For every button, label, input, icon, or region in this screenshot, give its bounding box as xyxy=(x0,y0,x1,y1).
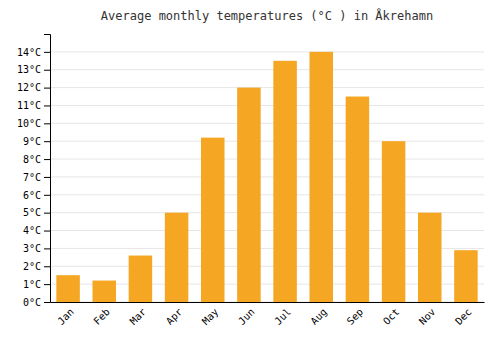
bar xyxy=(201,138,225,302)
y-tick: 2°C xyxy=(23,261,50,272)
y-tick: 11°C xyxy=(17,100,50,111)
y-axis-line xyxy=(44,35,51,303)
x-tick: Mar xyxy=(128,306,149,327)
bar xyxy=(165,213,189,302)
y-tick-mark xyxy=(44,231,50,232)
y-tick: 1°C xyxy=(23,279,50,290)
grid xyxy=(50,52,484,302)
y-axis: 0°C 1°C 2°C 3°C 4°C 5°C 6°C 7°C 8°C 9°C 10°C 11°C 12… xyxy=(17,35,51,308)
y-tick-mark xyxy=(44,213,50,214)
bar xyxy=(346,97,370,302)
y-tick: 12°C xyxy=(17,82,50,93)
x-tick: Sep xyxy=(345,306,366,327)
chart: 0°C 1°C 2°C 3°C 4°C 5°C 6°C 7°C 8°C 9°C 10°C 11°C 12… xyxy=(0,0,500,350)
y-tick-mark xyxy=(44,159,50,160)
x-tick: Jan xyxy=(55,306,76,327)
bar xyxy=(454,250,478,302)
bars xyxy=(56,52,477,302)
grid-line xyxy=(50,105,484,106)
bar xyxy=(382,141,406,302)
grid-line xyxy=(50,51,484,52)
y-tick-mark xyxy=(44,284,50,285)
x-tick: Feb xyxy=(91,306,112,327)
y-tick: 14°C xyxy=(17,47,50,58)
x-tick-label: Jan xyxy=(55,306,76,327)
x-tick: Jun xyxy=(236,306,257,327)
x-tick: Oct xyxy=(381,306,402,327)
y-tick-mark xyxy=(44,177,50,178)
grid-line xyxy=(50,141,484,142)
bar xyxy=(418,213,442,302)
y-tick-label: 13°C xyxy=(17,64,41,75)
y-tick-mark xyxy=(44,141,50,142)
bar xyxy=(92,281,116,302)
bar xyxy=(237,88,261,302)
y-tick: 3°C xyxy=(23,243,50,254)
x-tick: Aug xyxy=(308,306,329,327)
bar xyxy=(309,52,333,302)
y-tick: 13°C xyxy=(17,64,50,75)
grid-line xyxy=(50,194,484,195)
x-tick-label: Oct xyxy=(381,306,402,327)
x-tick-label: May xyxy=(200,306,221,327)
y-tick-mark xyxy=(44,123,50,124)
grid-line xyxy=(50,159,484,160)
y-tick: 6°C xyxy=(23,190,50,201)
y-tick-mark xyxy=(44,52,50,53)
x-tick-label: Aug xyxy=(308,306,329,327)
x-axis: Jan Feb Mar Apr May Jun Jul Aug Sep Oct Nov Dec xyxy=(51,303,485,327)
title: Average monthly temperatures (°C ) in Åk… xyxy=(101,8,433,23)
y-tick: 0°C xyxy=(23,297,50,308)
y-tick-label: 7°C xyxy=(23,172,41,183)
y-tick-mark xyxy=(44,105,50,106)
y-tick-label: 9°C xyxy=(23,136,41,147)
y-tick-mark xyxy=(44,195,50,196)
x-tick-label: Apr xyxy=(164,306,185,327)
y-tick-label: 6°C xyxy=(23,190,41,201)
x-tick: May xyxy=(200,306,221,327)
y-tick-label: 5°C xyxy=(23,207,41,218)
y-tick: 10°C xyxy=(17,118,50,129)
x-tick-label: Dec xyxy=(453,306,474,327)
x-axis-line xyxy=(51,302,485,303)
y-tick-label: 2°C xyxy=(23,261,41,272)
y-tick-label: 8°C xyxy=(23,154,41,165)
x-tick: Apr xyxy=(164,306,185,327)
bar xyxy=(129,256,153,302)
y-tick: 5°C xyxy=(23,207,50,218)
grid-line xyxy=(50,69,484,70)
y-tick-label: 3°C xyxy=(23,243,41,254)
x-tick-label: Nov xyxy=(417,306,438,327)
x-tick: Nov xyxy=(417,306,438,327)
y-tick-label: 0°C xyxy=(23,297,41,308)
grid-line xyxy=(50,176,484,177)
y-tick: 9°C xyxy=(23,136,50,147)
y-tick-label: 14°C xyxy=(17,47,41,58)
grid-line xyxy=(50,123,484,124)
y-tick-label: 4°C xyxy=(23,225,41,236)
y-tick-label: 12°C xyxy=(17,82,41,93)
y-tick-mark xyxy=(44,266,50,267)
y-tick-mark xyxy=(44,70,50,71)
x-tick: Dec xyxy=(453,306,474,327)
bar xyxy=(273,61,297,302)
y-tick-label: 11°C xyxy=(17,100,41,111)
x-tick-label: Jul xyxy=(272,306,293,327)
plot: 0°C 1°C 2°C 3°C 4°C 5°C 6°C 7°C 8°C 9°C 10°C 11°C 12… xyxy=(17,35,485,327)
x-tick-label: Jun xyxy=(236,306,257,327)
y-tick: 8°C xyxy=(23,154,50,165)
y-tick: 4°C xyxy=(23,225,50,236)
x-tick-label: Sep xyxy=(345,306,366,327)
y-tick-label: 1°C xyxy=(23,279,41,290)
y-tick-mark xyxy=(44,248,50,249)
x-tick-label: Mar xyxy=(128,306,149,327)
y-tick-mark xyxy=(44,302,50,303)
x-tick-label: Feb xyxy=(91,306,112,327)
y-tick-mark xyxy=(44,88,50,89)
y-tick: 7°C xyxy=(23,172,50,183)
bar xyxy=(56,275,80,302)
y-tick-label: 10°C xyxy=(17,118,41,129)
grid-line xyxy=(50,87,484,88)
x-tick: Jul xyxy=(272,306,293,327)
